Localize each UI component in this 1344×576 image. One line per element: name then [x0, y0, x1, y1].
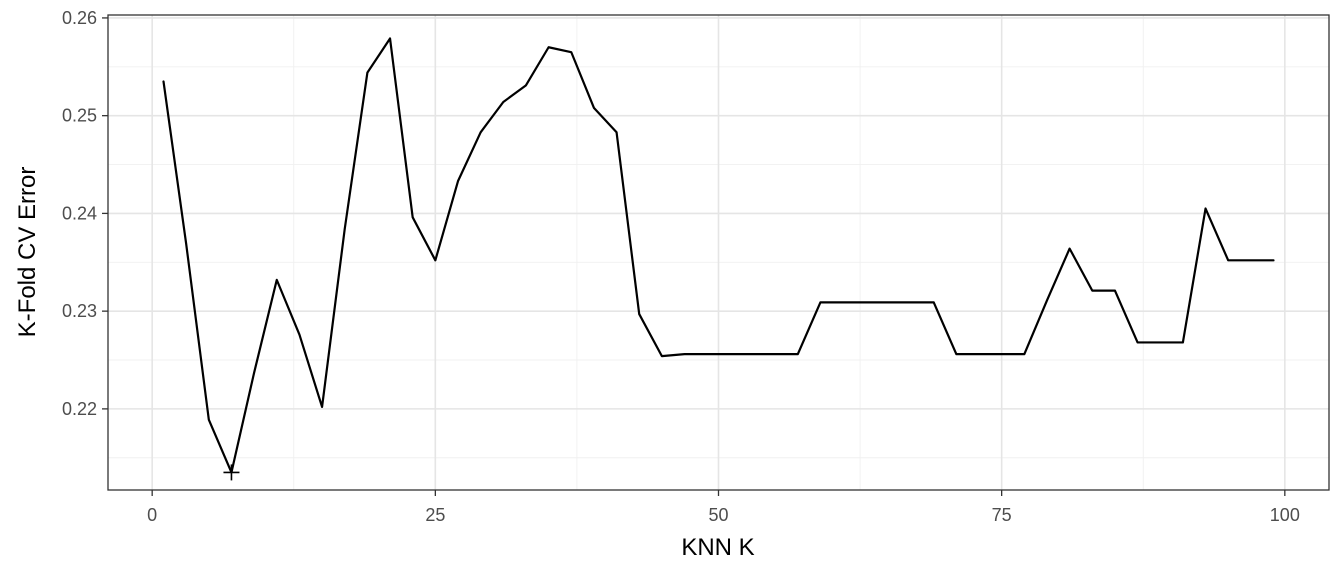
x-tick-label: 25: [425, 505, 445, 525]
y-tick-label: 0.26: [62, 8, 97, 28]
min-point-marker: [223, 464, 240, 481]
axis-layer: 0 25 50 75 100 0.22 0.23 0.24 0.25 0.26: [62, 8, 1300, 525]
y-tick-label: 0.25: [62, 106, 97, 126]
y-tick-label: 0.23: [62, 301, 97, 321]
x-tick-label: 75: [992, 505, 1012, 525]
grid-layer: [108, 15, 1329, 490]
y-tick-label: 0.24: [62, 203, 97, 223]
x-tick-label: 50: [708, 505, 728, 525]
x-axis-title: KNN K: [681, 534, 754, 561]
series-layer: [162, 37, 1275, 481]
series-line: [162, 37, 1275, 474]
x-tick-label: 0: [147, 505, 157, 525]
x-tick-label: 100: [1270, 505, 1300, 525]
y-tick-label: 0.22: [62, 399, 97, 419]
y-axis-title: K-Fold CV Error: [14, 167, 41, 338]
